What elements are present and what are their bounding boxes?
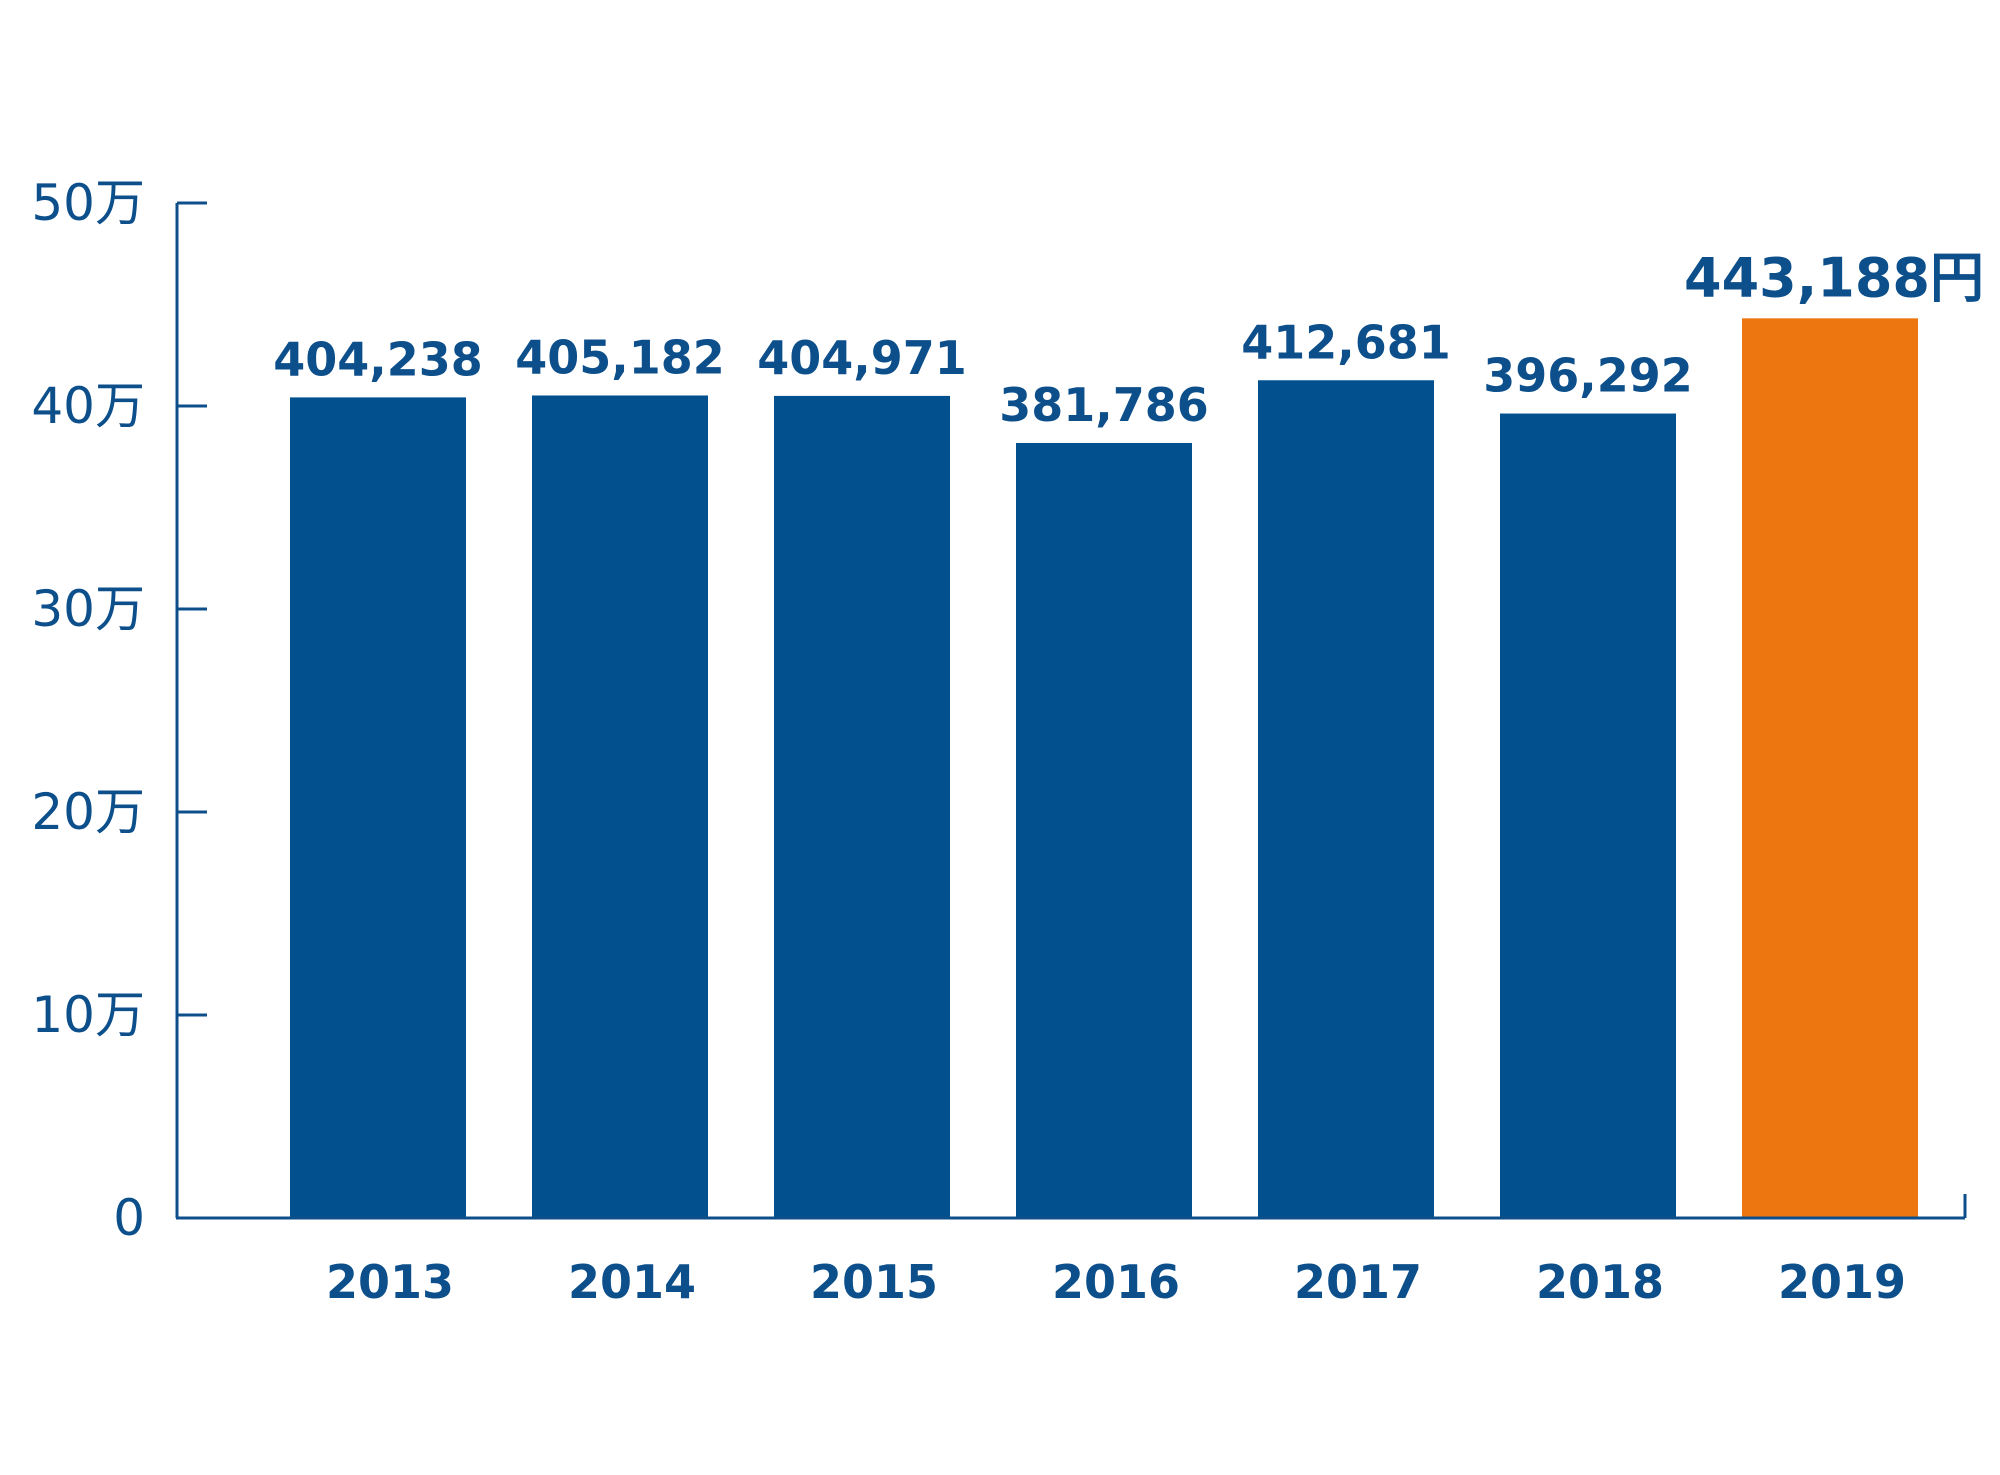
bar-2019 — [1742, 318, 1918, 1218]
value-label-2015: 404,971 — [757, 331, 967, 385]
y-tick-label: 40万 — [31, 377, 145, 435]
category-label-2013: 2013 — [326, 1255, 454, 1309]
value-label-2016: 381,786 — [999, 378, 1209, 432]
y-tick-label: 0 — [113, 1189, 145, 1247]
y-tick-label: 30万 — [31, 580, 145, 638]
y-axis-ticks: 0 10万 20万 30万 40万 50万 — [31, 174, 207, 1247]
value-label-2017: 412,681 — [1241, 315, 1451, 369]
y-tick-label: 20万 — [31, 783, 145, 841]
bar-2014 — [532, 395, 708, 1218]
category-label-2017: 2017 — [1294, 1255, 1422, 1309]
bar-2016 — [1016, 442, 1192, 1218]
category-label-2014: 2014 — [568, 1255, 696, 1309]
bar-2013 — [290, 397, 466, 1218]
bar-2015 — [774, 395, 950, 1218]
bar-2018 — [1500, 413, 1676, 1219]
category-label-2019: 2019 — [1778, 1255, 1906, 1309]
bar-2017 — [1258, 380, 1434, 1218]
category-label-2016: 2016 — [1052, 1255, 1180, 1309]
x-axis-labels: 2013 2014 2015 2016 2017 2018 2019 — [326, 1255, 1906, 1309]
value-label-2018: 396,292 — [1483, 349, 1693, 403]
y-tick-label: 50万 — [31, 174, 145, 232]
bars — [290, 318, 1918, 1219]
y-tick-label: 10万 — [31, 986, 145, 1044]
value-labels: 404,238 405,182 404,971 381,786 412,681 396,2… — [273, 246, 1984, 432]
category-label-2015: 2015 — [810, 1255, 938, 1309]
value-label-2013: 404,238 — [273, 332, 483, 386]
category-label-2018: 2018 — [1536, 1255, 1664, 1309]
value-label-2019: 443,188円 — [1684, 246, 1984, 309]
value-label-2014: 405,182 — [515, 330, 725, 384]
